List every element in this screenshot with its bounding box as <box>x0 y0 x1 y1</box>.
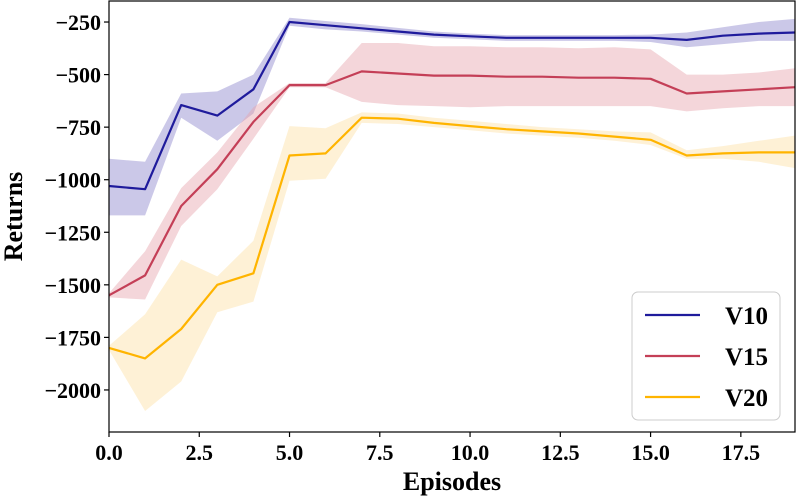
x-tick-label: 0.0 <box>95 440 123 465</box>
x-tick-label: 15.0 <box>631 440 670 465</box>
y-tick-label: −750 <box>55 115 101 140</box>
x-tick-label: 5.0 <box>276 440 304 465</box>
y-tick-label: −2000 <box>44 378 101 403</box>
y-axis-label: Returns <box>0 172 28 262</box>
series-lines <box>108 20 796 360</box>
x-axis-label: Episodes <box>403 467 501 496</box>
legend: V10 V15 V20 <box>631 291 781 421</box>
y-tick-label: −1500 <box>44 273 101 298</box>
legend-label-v20: V20 <box>725 385 768 412</box>
legend-label-v10: V10 <box>725 303 768 330</box>
legend-label-v15: V15 <box>725 344 768 371</box>
y-axis: −250 −500 −750 −1000 −1250 −1500 −1750 −2000 <box>44 10 109 403</box>
y-tick-label: −1250 <box>44 220 101 245</box>
y-tick-label: −1000 <box>44 168 101 193</box>
band-v10 <box>109 17 795 216</box>
x-tick-label: 12.5 <box>541 440 580 465</box>
y-tick-label: −1750 <box>44 325 101 350</box>
line-v10 <box>108 20 796 191</box>
x-tick-label: 2.5 <box>186 440 214 465</box>
plot-frame <box>108 0 796 433</box>
x-tick-label: 10.0 <box>451 440 490 465</box>
legend-box <box>631 291 781 421</box>
band-v15 <box>109 43 795 300</box>
y-tick-label: −250 <box>55 10 101 35</box>
y-tick-label: −500 <box>55 63 101 88</box>
line-v15 <box>108 70 796 297</box>
x-tick-label: 7.5 <box>366 440 394 465</box>
x-tick-label: 17.5 <box>722 440 761 465</box>
line-v20 <box>108 116 795 360</box>
x-axis: 0.0 2.5 5.0 7.5 10.0 12.5 15.0 17.5 <box>95 432 760 465</box>
